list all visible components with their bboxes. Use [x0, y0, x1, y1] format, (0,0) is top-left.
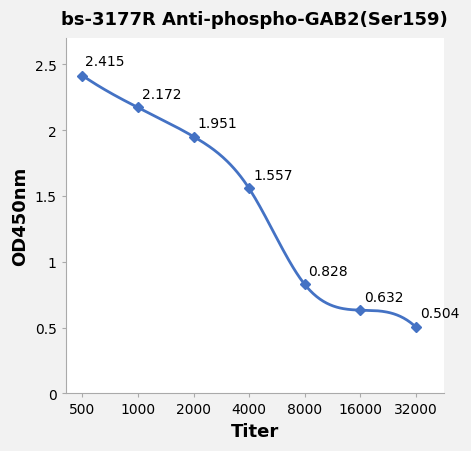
- Text: 0.632: 0.632: [364, 290, 404, 304]
- Text: 0.828: 0.828: [309, 264, 348, 278]
- X-axis label: Titer: Titer: [230, 422, 279, 440]
- Text: 1.557: 1.557: [253, 169, 292, 182]
- Text: 0.504: 0.504: [420, 307, 459, 321]
- Text: 2.415: 2.415: [85, 55, 125, 69]
- Text: 1.951: 1.951: [197, 117, 237, 131]
- Y-axis label: OD450nm: OD450nm: [11, 167, 29, 266]
- Title: bs-3177R Anti-phospho-GAB2(Ser159): bs-3177R Anti-phospho-GAB2(Ser159): [61, 11, 448, 29]
- Text: 2.172: 2.172: [142, 87, 181, 101]
